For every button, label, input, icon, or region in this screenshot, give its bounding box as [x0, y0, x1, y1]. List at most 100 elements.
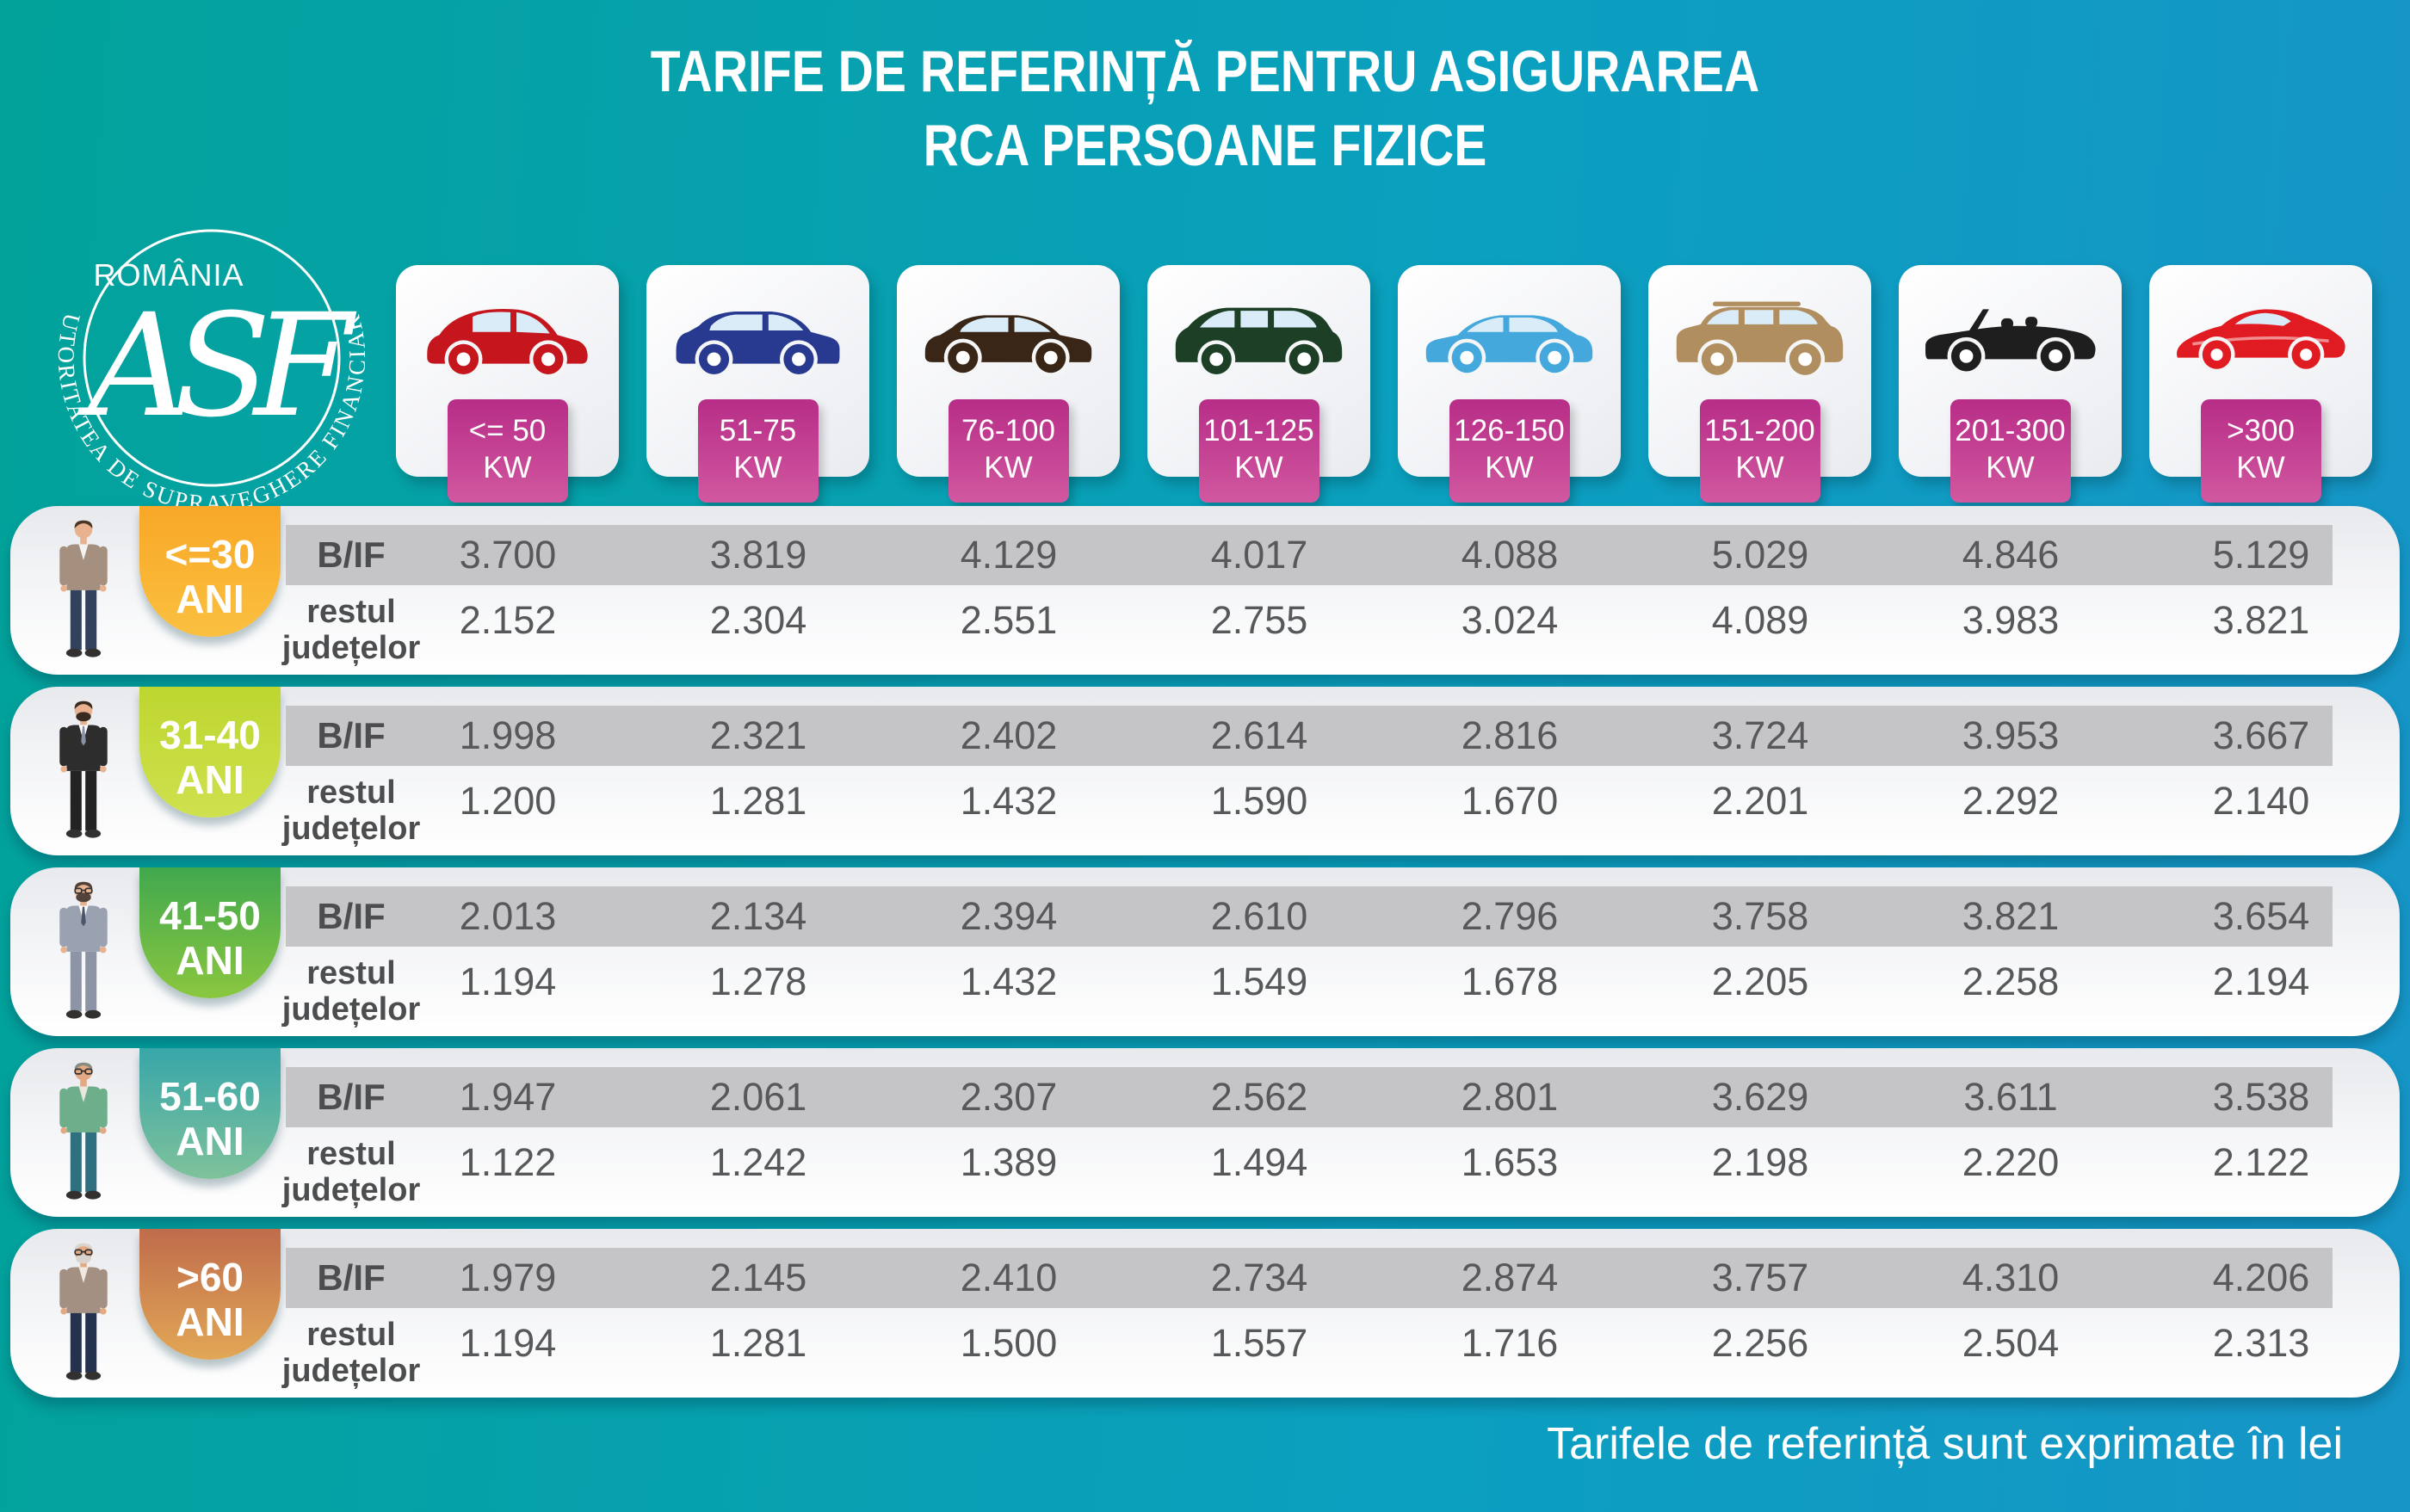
tariff-value-bif: 2.734	[1210, 1256, 1308, 1299]
rest-label: restul județelor	[274, 594, 429, 666]
kw-unit: KW	[1485, 451, 1534, 484]
kw-badge: 126-150 KW	[1449, 399, 1570, 503]
rest-label-line1: restul	[306, 1136, 396, 1172]
tariff-value-rest: 2.258	[1962, 960, 2060, 1003]
tariff-value-bif: 1.979	[459, 1256, 557, 1299]
tariff-value-bif: 2.874	[1461, 1256, 1559, 1299]
age-row-3: 51-60 ANI B/IF restul județelor 1.947 2.061 2.3…	[10, 1048, 2400, 1217]
tariff-value-rest: 1.278	[709, 960, 807, 1003]
tariff-value-bif: 1.947	[459, 1075, 557, 1119]
tariff-value-bif: 4.088	[1461, 533, 1559, 577]
tariff-value-bif: 3.700	[459, 533, 557, 577]
tariff-value-bif: 2.801	[1461, 1075, 1559, 1119]
tariff-value-bif: 3.819	[709, 533, 807, 577]
tariff-value-rest: 2.504	[1962, 1321, 2060, 1365]
tariff-value-bif: 2.562	[1210, 1075, 1308, 1119]
tariff-value-rest: 2.256	[1711, 1321, 1809, 1365]
age-unit: ANI	[176, 757, 244, 802]
logo-country-label: ROMÂNIA	[93, 257, 244, 293]
age-unit: ANI	[176, 938, 244, 983]
kw-unit: KW	[483, 451, 532, 484]
rest-label-line2: județelor	[281, 1353, 421, 1389]
kw-range: 151-200	[1704, 414, 1815, 447]
tariff-value-rest: 4.089	[1711, 598, 1809, 642]
age-range: 41-50	[159, 893, 261, 938]
tariff-value-rest: 1.653	[1461, 1140, 1559, 1184]
kw-badge: 101-125 KW	[1198, 399, 1319, 503]
tariff-value-bif: 3.724	[1711, 713, 1809, 757]
tariff-value-bif: 3.757	[1711, 1256, 1809, 1299]
tariff-value-bif: 5.129	[2212, 533, 2310, 577]
power-card-6: 201-300 KW	[1899, 265, 2122, 503]
rest-label-line2: județelor	[281, 1172, 421, 1208]
kw-range: >300	[2227, 414, 2295, 447]
tariff-value-bif: 3.654	[2212, 894, 2310, 938]
page-title-line2: RCA PERSOANE FIZICE	[923, 113, 1487, 178]
car-icon-sedan	[1418, 291, 1600, 382]
kw-badge: 51-75 KW	[697, 399, 819, 503]
age-row-1: 31-40 ANI B/IF restul județelor 1.998 2.321 2.4…	[10, 687, 2400, 855]
bif-label: B/IF	[317, 534, 386, 575]
person-avatar	[55, 879, 112, 1028]
bif-band	[286, 886, 2333, 947]
tariff-value-rest: 2.304	[709, 598, 807, 642]
bif-label: B/IF	[317, 1257, 386, 1298]
tariff-value-bif: 2.614	[1210, 713, 1308, 757]
kw-unit: KW	[1234, 451, 1283, 484]
rest-label: restul județelor	[274, 775, 429, 847]
tariff-value-bif: 2.402	[960, 713, 1058, 757]
tariff-value-rest: 3.821	[2212, 598, 2310, 642]
tariff-value-bif: 2.410	[960, 1256, 1058, 1299]
tariff-value-bif: 3.758	[1711, 894, 1809, 938]
tariff-value-rest: 2.755	[1210, 598, 1308, 642]
age-unit: ANI	[176, 1299, 244, 1344]
rest-label-line1: restul	[306, 955, 396, 991]
age-badge: >60 ANI	[139, 1229, 281, 1360]
tariff-value-bif: 3.611	[1963, 1075, 2058, 1119]
kw-range: 51-75	[719, 414, 797, 447]
age-unit: ANI	[176, 1119, 244, 1163]
tariff-value-bif: 2.013	[459, 894, 557, 938]
age-badge: <=30 ANI	[139, 506, 281, 637]
kw-unit: KW	[984, 451, 1033, 484]
power-card-1: 51-75 KW	[646, 265, 869, 503]
bif-band	[286, 1248, 2333, 1308]
tariff-value-rest: 1.432	[960, 779, 1058, 823]
car-icon-city	[417, 291, 598, 382]
tariff-value-rest: 1.716	[1461, 1321, 1559, 1365]
page-title: TARIFE DE REFERINȚĂ PENTRU ASIGURAREA RC…	[0, 34, 2410, 182]
tariff-value-bif: 2.610	[1210, 894, 1308, 938]
tariff-value-rest: 2.551	[960, 598, 1058, 642]
tariff-value-bif: 2.816	[1461, 713, 1559, 757]
kw-range: 76-100	[961, 414, 1055, 447]
logo-asf-monogram: ASF	[77, 283, 357, 448]
tariff-value-bif: 2.134	[709, 894, 807, 938]
age-badge: 31-40 ANI	[139, 687, 281, 818]
tariff-value-bif: 3.538	[2212, 1075, 2310, 1119]
tariff-value-bif: 4.206	[2212, 1256, 2310, 1299]
tariff-value-bif: 4.846	[1962, 533, 2060, 577]
person-avatar	[55, 517, 112, 667]
kw-unit: KW	[2236, 451, 2285, 484]
tariff-value-rest: 1.670	[1461, 779, 1559, 823]
tariff-value-rest: 2.122	[2212, 1140, 2310, 1184]
tariff-value-bif: 2.061	[709, 1075, 807, 1119]
age-range: <=30	[164, 532, 256, 577]
kw-unit: KW	[733, 451, 782, 484]
tariff-value-rest: 3.024	[1461, 598, 1559, 642]
person-avatar	[55, 1240, 112, 1390]
age-row-4: >60 ANI B/IF restul județelor 1.979 2.145 2.410…	[10, 1229, 2400, 1398]
tariff-value-rest: 2.292	[1962, 779, 2060, 823]
tariff-value-bif: 5.029	[1711, 533, 1809, 577]
tariff-value-rest: 1.590	[1210, 779, 1308, 823]
person-avatar	[55, 698, 112, 848]
tariff-value-bif: 3.667	[2212, 713, 2310, 757]
tariff-value-rest: 1.281	[709, 1321, 807, 1365]
tariff-value-bif: 2.321	[709, 713, 807, 757]
kw-unit: KW	[1735, 451, 1784, 484]
tariff-value-rest: 1.122	[459, 1140, 557, 1184]
tariff-value-bif: 4.310	[1962, 1256, 2060, 1299]
bif-label: B/IF	[317, 715, 386, 756]
tariff-value-rest: 1.200	[459, 779, 557, 823]
